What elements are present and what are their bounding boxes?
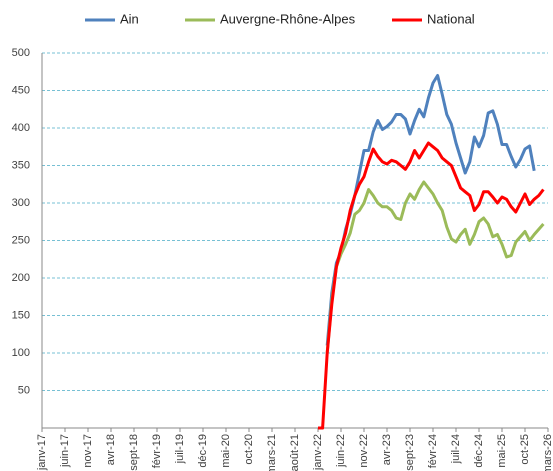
y-tick-label: 500 xyxy=(12,47,30,59)
series-line xyxy=(325,74,536,346)
x-tick-label: févr-24 xyxy=(427,434,439,468)
x-tick-label: juil-19 xyxy=(174,434,186,464)
y-tick-label: 300 xyxy=(12,197,30,209)
x-tick-label: janv-22 xyxy=(312,434,324,471)
x-tick-label: déc-24 xyxy=(473,434,485,468)
y-tick-label: 100 xyxy=(12,347,30,359)
y-tick-label: 450 xyxy=(12,84,30,96)
x-tick-label: déc-19 xyxy=(197,434,209,468)
x-tick-label: sept-18 xyxy=(128,434,140,471)
series-line xyxy=(318,141,545,430)
y-tick-label: 400 xyxy=(12,122,30,134)
x-tick-label: mai-25 xyxy=(496,434,508,468)
x-tick-label: sept-23 xyxy=(404,434,416,471)
x-tick-label: mai-20 xyxy=(220,434,232,468)
y-tick-label: 200 xyxy=(12,272,30,284)
x-tick-label: avr-23 xyxy=(381,434,393,465)
x-tick-label: oct-25 xyxy=(519,434,531,465)
x-tick-label: mars-21 xyxy=(266,434,278,471)
series-line xyxy=(325,180,545,354)
x-tick-label: nov-17 xyxy=(82,434,94,468)
x-tick-label: août-21 xyxy=(289,434,301,471)
x-tick-label: janv-17 xyxy=(36,434,48,471)
x-tick-label: nov-22 xyxy=(358,434,370,468)
y-tick-label: 250 xyxy=(12,234,30,246)
legend-label: Ain xyxy=(120,11,139,26)
y-tick-label: 50 xyxy=(18,384,30,396)
x-tick-label: févr-19 xyxy=(151,434,163,468)
y-tick-label: 150 xyxy=(12,309,30,321)
y-tick-label: 350 xyxy=(12,159,30,171)
x-tick-label: juin-22 xyxy=(335,434,347,468)
x-tick-label: juil-24 xyxy=(450,434,462,464)
x-tick-label: avr-18 xyxy=(105,434,117,465)
x-tick-label: juin-17 xyxy=(59,434,71,468)
legend-label: National xyxy=(427,11,475,26)
x-tick-label: mars-26 xyxy=(542,434,553,471)
x-tick-label: oct-20 xyxy=(243,434,255,465)
legend-label: Auvergne-Rhône-Alpes xyxy=(220,11,356,26)
